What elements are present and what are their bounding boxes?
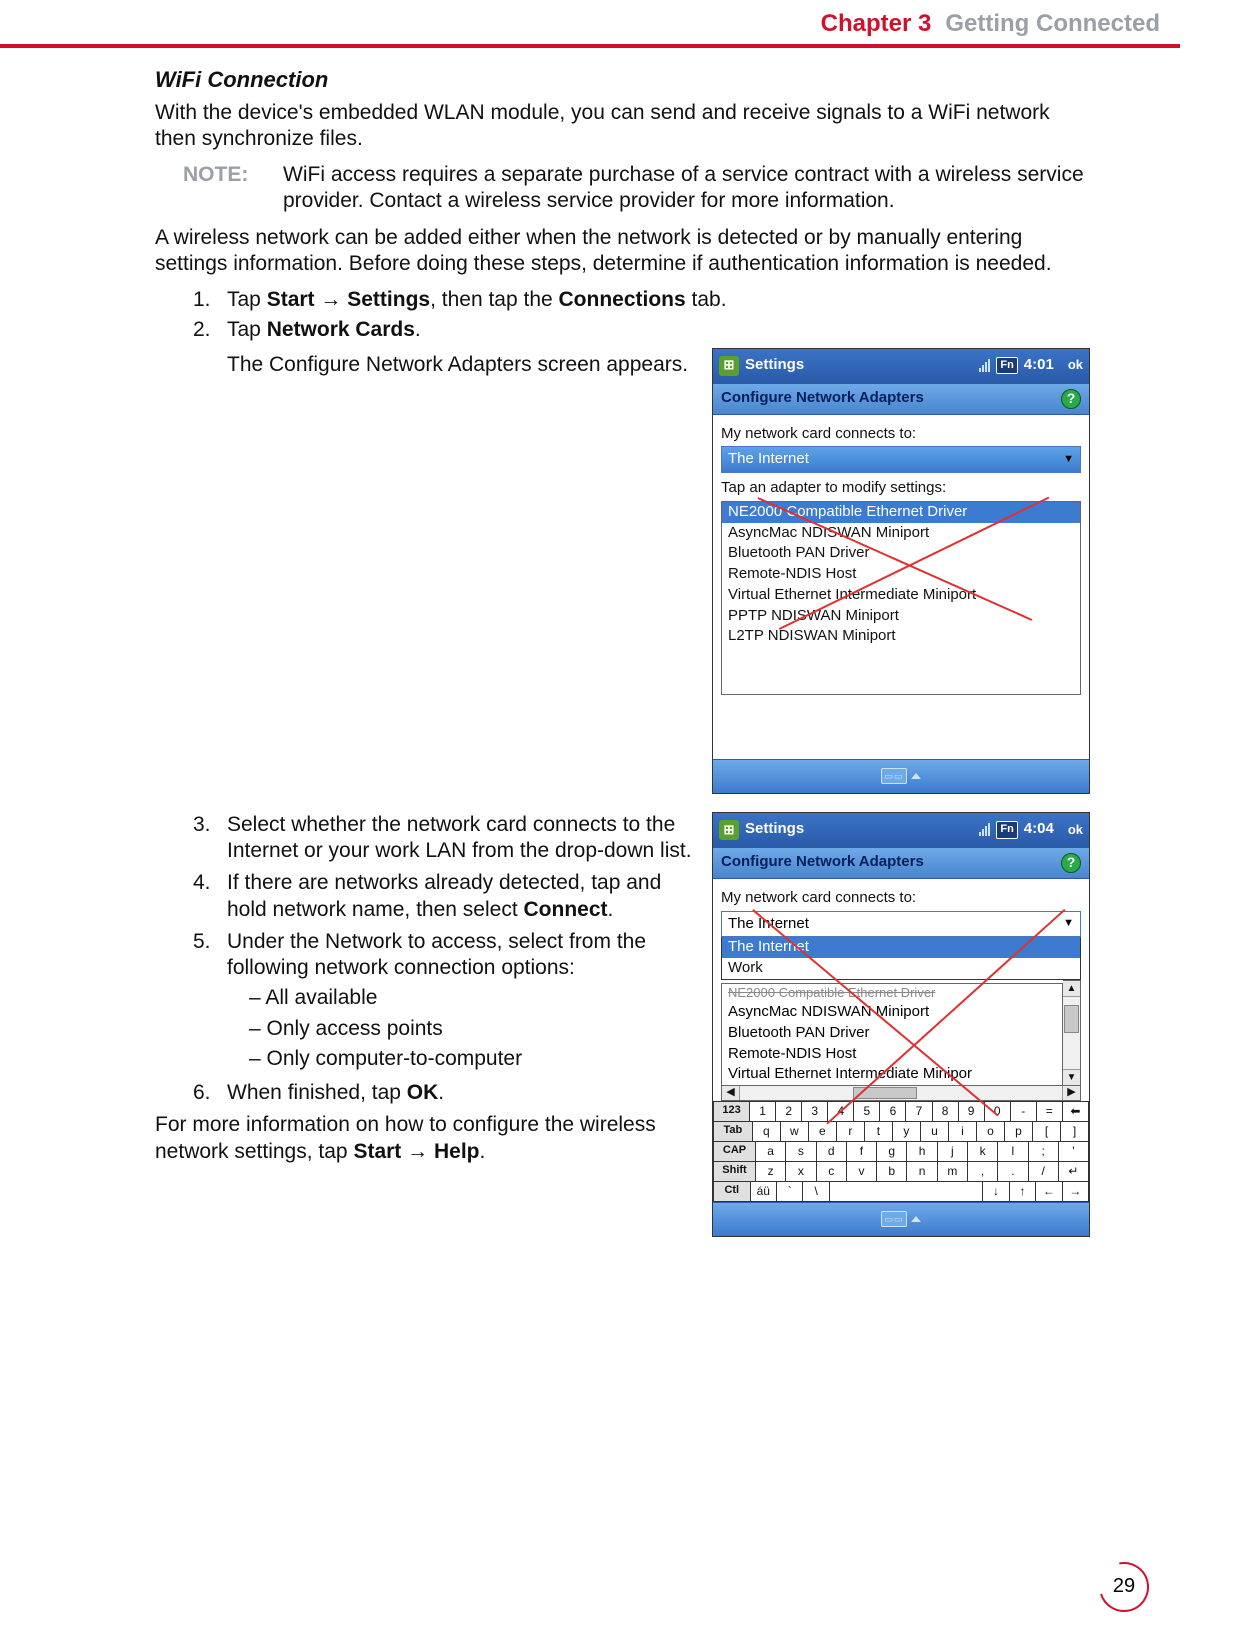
label-connects-to: My network card connects to:: [721, 889, 1081, 908]
subtitle-bar: Configure Network Adapters ?: [713, 847, 1089, 879]
list-item[interactable]: Bluetooth PAN Driver: [722, 1023, 1062, 1044]
list-item[interactable]: NE2000 Compatible Ethernet Driver: [722, 984, 1062, 1002]
dropdown-open-list[interactable]: The Internet Work: [721, 937, 1081, 980]
page-header: Chapter 3 Getting Connected: [0, 0, 1240, 44]
window-title: Settings: [745, 356, 804, 375]
scroll-right-icon[interactable]: ▶: [1062, 1086, 1080, 1100]
step-2: 2. Tap Network Cards.: [193, 317, 1090, 343]
note-block: NOTE: WiFi access requires a separate pu…: [183, 162, 1090, 215]
adapter-list[interactable]: NE2000 Compatible Ethernet Driver AsyncM…: [721, 501, 1081, 695]
list-item[interactable]: Remote-NDIS Host: [722, 564, 1080, 585]
list-item[interactable]: L2TP NDISWAN Miniport: [722, 626, 1080, 647]
option-item: Only computer-to-computer: [249, 1046, 692, 1072]
keyboard-icon[interactable]: ▭▭: [881, 768, 907, 784]
list-item[interactable]: Virtual Ethernet Intermediate Miniport: [722, 585, 1080, 606]
step-6: 6. When finished, tap OK.: [193, 1080, 692, 1106]
bottom-bar: ▭▭: [713, 759, 1089, 793]
titlebar: ⊞ Settings Fn 4:01 ok: [713, 349, 1089, 383]
step-3: 3. Select whether the network card conne…: [193, 812, 692, 865]
page-number-ornament: 29: [1098, 1561, 1150, 1613]
step-5-options: All available Only access points Only co…: [249, 985, 692, 1072]
screenshot-2: ⊞ Settings Fn 4:04 ok Configure Network …: [712, 812, 1090, 1237]
start-icon[interactable]: ⊞: [719, 820, 739, 840]
option-item: All available: [249, 985, 692, 1011]
list-item[interactable]: Remote-NDIS Host: [722, 1044, 1062, 1065]
option-item: Only access points: [249, 1016, 692, 1042]
start-icon[interactable]: ⊞: [719, 356, 739, 376]
adapter-list[interactable]: NE2000 Compatible Ethernet Driver AsyncM…: [721, 983, 1063, 1086]
connects-to-dropdown[interactable]: The Internet ▼: [721, 446, 1081, 473]
step-num: 2.: [193, 317, 227, 343]
help-icon[interactable]: ?: [1061, 389, 1081, 409]
step-num: 1.: [193, 287, 227, 313]
dropdown-option[interactable]: The Internet: [722, 937, 1080, 958]
step-1: 1. Tap Start → Settings, then tap the Co…: [193, 287, 1090, 313]
signal-icon: [979, 823, 990, 836]
list-item[interactable]: PPTP NDISWAN Miniport: [722, 606, 1080, 627]
vertical-scrollbar[interactable]: ▲ ▼: [1063, 980, 1081, 1086]
label-adapters: Tap an adapter to modify settings:: [721, 479, 1081, 498]
scroll-down-icon[interactable]: ▼: [1063, 1069, 1080, 1085]
step-2-sub: The Configure Network Adapters screen ap…: [227, 352, 692, 378]
list-item[interactable]: AsyncMac NDISWAN Miniport: [722, 1002, 1062, 1023]
list-item[interactable]: AsyncMac NDISWAN Miniport: [722, 523, 1080, 544]
bottom-bar: ▭▭: [713, 1202, 1089, 1236]
clock: 4:04: [1024, 820, 1054, 839]
connects-to-dropdown[interactable]: The Internet ▼: [721, 911, 1081, 938]
section-heading: WiFi Connection: [155, 66, 1090, 94]
horizontal-scrollbar[interactable]: ◀ ▶: [721, 1086, 1081, 1101]
intro-paragraph: With the device's embedded WLAN module, …: [155, 100, 1090, 153]
fn-badge: Fn: [996, 357, 1017, 375]
step-4: 4. If there are networks already detecte…: [193, 870, 692, 923]
titlebar: ⊞ Settings Fn 4:04 ok: [713, 813, 1089, 847]
step-5: 5. Under the Network to access, select f…: [193, 929, 692, 1076]
chapter-number: Chapter 3: [821, 10, 932, 38]
step-list: 1. Tap Start → Settings, then tap the Co…: [193, 287, 1090, 344]
chevron-down-icon: ▼: [1063, 453, 1074, 467]
list-item[interactable]: Bluetooth PAN Driver: [722, 543, 1080, 564]
scroll-left-icon[interactable]: ◀: [722, 1086, 740, 1100]
subtitle-bar: Configure Network Adapters ?: [713, 383, 1089, 415]
window-title: Settings: [745, 820, 804, 839]
note-text: WiFi access requires a separate purchase…: [283, 162, 1090, 215]
fn-badge: Fn: [996, 821, 1017, 839]
chapter-title: Getting Connected: [945, 10, 1160, 38]
chevron-up-icon[interactable]: [911, 1216, 921, 1222]
dropdown-option[interactable]: Work: [722, 958, 1080, 979]
chevron-down-icon: ▼: [1063, 917, 1074, 931]
list-item[interactable]: Virtual Ethernet Intermediate Minipor: [722, 1064, 1062, 1085]
label-connects-to: My network card connects to:: [721, 425, 1081, 444]
screenshot-1: ⊞ Settings Fn 4:01 ok Configure Network …: [712, 348, 1090, 794]
ok-button[interactable]: ok: [1068, 357, 1083, 373]
page-number: 29: [1098, 1575, 1150, 1598]
list-item[interactable]: NE2000 Compatible Ethernet Driver: [722, 502, 1080, 523]
help-icon[interactable]: ?: [1061, 853, 1081, 873]
paragraph-2: A wireless network can be added either w…: [155, 225, 1090, 278]
clock: 4:01: [1024, 356, 1054, 375]
on-screen-keyboard[interactable]: 123 1 2 3 4 5 6 7 8 9 0 - = ⬅ Tab: [713, 1101, 1089, 1202]
keyboard-icon[interactable]: ▭▭: [881, 1211, 907, 1227]
note-label: NOTE:: [183, 162, 283, 215]
chevron-up-icon[interactable]: [911, 773, 921, 779]
signal-icon: [979, 359, 990, 372]
scroll-up-icon[interactable]: ▲: [1063, 981, 1080, 997]
closing-paragraph: For more information on how to configure…: [155, 1112, 692, 1165]
ok-button[interactable]: ok: [1068, 822, 1083, 838]
